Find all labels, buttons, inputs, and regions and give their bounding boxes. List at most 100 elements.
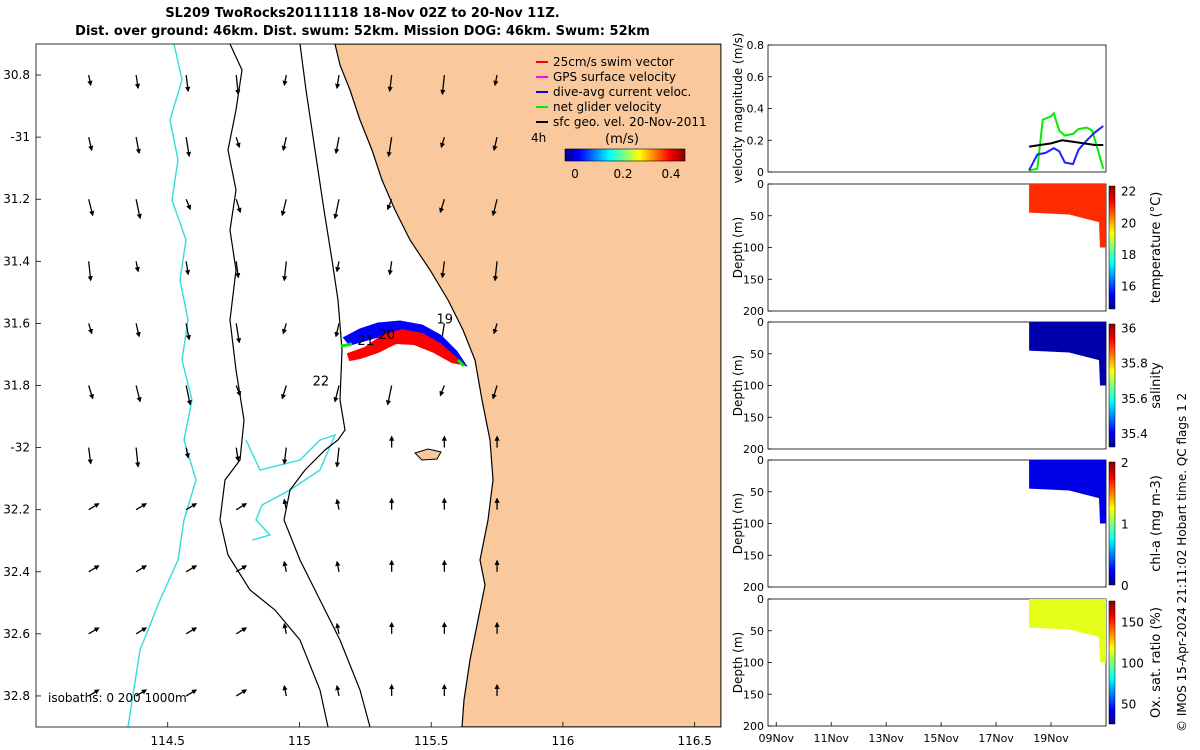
geo-velocity-arrow [135, 323, 141, 338]
geo-velocity-arrow [235, 627, 248, 635]
speed-colorbar [564, 148, 686, 162]
time-tick-label: 15Nov [923, 732, 959, 745]
geo-velocity-arrow [491, 199, 498, 217]
geo-velocity-arrow [135, 627, 148, 635]
track-day-label: 22 [313, 375, 330, 390]
depth-tick-label: 0 [757, 454, 764, 467]
geo-velocity-arrow [335, 684, 341, 697]
geo-velocity-arrow [334, 323, 340, 338]
geo-velocity-arrow [333, 199, 340, 220]
geo-velocity-arrow [235, 385, 242, 397]
depth-tick-label: 100 [743, 380, 764, 393]
geo-velocity-arrow [135, 565, 148, 573]
depth-tick-label: 0 [757, 316, 764, 329]
map-ytick-label: 31.8 [3, 379, 30, 393]
isobath-1000m [127, 44, 197, 727]
geo-velocity-arrow [235, 323, 242, 344]
geo-velocity-arrow [87, 74, 93, 87]
profile-colorbar-tick: 20 [1121, 216, 1136, 230]
geo-velocity-arrow [440, 261, 446, 279]
chart-title-line-2: Dist. over ground: 46km. Dist. swum: 52k… [75, 24, 650, 39]
depth-ylabel: Depth (m) [731, 632, 745, 693]
land-area [334, 44, 721, 727]
geo-velocity-arrow [281, 136, 287, 152]
geo-velocity-arrow [281, 323, 287, 335]
profile-colorbar-tick: 150 [1121, 616, 1144, 630]
geo-velocity-arrow [235, 136, 241, 149]
geo-velocity-arrow [184, 447, 190, 459]
depth-tick-label: 100 [743, 518, 764, 531]
geo-velocity-arrow [440, 74, 446, 96]
profile-colorbar-tick: 36 [1121, 322, 1136, 336]
geo-velocity-arrow [135, 385, 142, 403]
depth-tick-label: 200 [743, 581, 764, 594]
geo-velocity-arrow [87, 447, 93, 465]
profile-colorbar-tick: 16 [1121, 279, 1136, 293]
geo-velocity-arrow [88, 503, 100, 511]
depth-tick-label: 200 [743, 720, 764, 733]
profile-colorbar [1108, 600, 1116, 725]
map-ytick-label: 32.2 [3, 503, 30, 517]
time-tick-label: 11Nov [813, 732, 849, 745]
velocity-ytick-label: 0.4 [747, 103, 765, 116]
time-tick-label: 17Nov [978, 732, 1014, 745]
depth-tick-label: 50 [750, 486, 764, 499]
profile-colorbar [1108, 185, 1116, 310]
speed-colorbar-tick: 0.4 [661, 167, 680, 181]
velocity-series-green [1028, 111, 1105, 172]
geo-velocity-arrow [235, 74, 241, 96]
depth-tick-label: 50 [750, 348, 764, 361]
depth-tick-label: 50 [750, 625, 764, 638]
profile-colorbar-label: temperature (°C) [1149, 192, 1164, 304]
geo-velocity-arrow [185, 137, 192, 158]
legend-entry: 25cm/s swim vector [553, 55, 674, 69]
geo-velocity-arrow [235, 261, 241, 279]
map-ytick-label: 32.8 [3, 689, 30, 703]
velocity-ytick-label: 0.8 [747, 39, 765, 52]
geo-velocity-arrow [135, 199, 142, 220]
velocity-ytick-label: 0.2 [747, 134, 765, 147]
geo-velocity-arrow [385, 385, 393, 406]
legend-entry: sfc geo. vel. 20-Nov-2011 [553, 115, 707, 129]
profile-colorbar-label: salinity [1149, 362, 1164, 409]
profile-colorbar-tick: 100 [1121, 657, 1144, 671]
colorbar-unit-label: (m/s) [605, 132, 639, 147]
map-ytick-label: 32.4 [3, 565, 30, 579]
depth-tick-label: 0 [757, 593, 764, 606]
geo-velocity-arrow [492, 136, 498, 152]
geo-velocity-arrow [282, 684, 288, 697]
geo-velocity-arrow [88, 385, 94, 400]
map-ytick-label: 30.8 [3, 68, 30, 82]
geo-velocity-arrow [88, 199, 95, 217]
inner-contour [283, 44, 371, 727]
island [414, 448, 442, 461]
geo-velocity-arrow [334, 447, 341, 468]
depth-tick-label: 150 [743, 688, 764, 701]
geo-velocity-arrow [387, 261, 393, 276]
geo-velocity-arrow [492, 323, 498, 335]
profile-colorbar-tick: 35.6 [1121, 392, 1148, 406]
time-tick-label: 13Nov [868, 732, 904, 745]
geo-velocity-arrow [493, 74, 499, 87]
profile-colorbar-tick: 35.4 [1121, 427, 1148, 441]
geo-velocity-arrow [185, 627, 198, 635]
profile-colorbar-label: chl-a (mg m-3) [1149, 475, 1164, 572]
isobath-200m [219, 44, 329, 727]
depth-tick-label: 200 [743, 443, 764, 456]
time-tick-label: 09Nov [759, 732, 795, 745]
geo-velocity-arrow [282, 447, 288, 465]
geo-velocity-arrow [439, 199, 445, 214]
geo-velocity-arrow [492, 261, 499, 282]
geo-velocity-arrow [235, 689, 248, 697]
track-day-label: 20 [379, 328, 396, 343]
geo-velocity-arrow [282, 498, 288, 510]
map-ticks: 114.5 115 115.5 116 116.5 30.8 -31 31.2 31.4 31.6… [3, 68, 712, 748]
geo-velocity-arrow [235, 565, 248, 573]
geo-velocity-arrow [235, 503, 248, 511]
profile-panel-4: 0 50 100 150 200 Depth (m) 50 100 150 Ox. sat. ra… [731, 593, 1164, 733]
profile-colorbar [1108, 323, 1116, 448]
glider-track [340, 320, 468, 368]
day-labels: 19 20 21 22 [313, 312, 453, 389]
profile-colorbar-tick: 35.8 [1121, 357, 1148, 371]
map-panel: 19 20 21 22 114.5 115 115.5 116 116.5 30.8 -31 31.… [3, 43, 722, 748]
